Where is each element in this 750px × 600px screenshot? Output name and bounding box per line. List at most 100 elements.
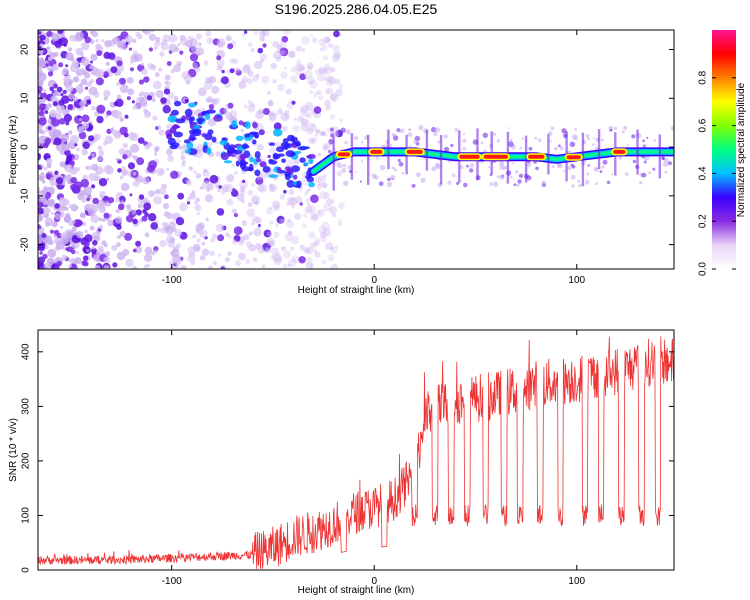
noise-speckle (592, 137, 595, 140)
noise-speckle (247, 202, 253, 208)
noise-speckle (341, 168, 347, 173)
noise-speckle (321, 182, 328, 189)
noise-speckle (272, 200, 281, 209)
noise-speckle (569, 141, 576, 148)
noise-speckle (94, 171, 99, 176)
noise-speckle (194, 204, 202, 212)
noise-speckle (197, 87, 207, 97)
transition-blob (239, 159, 247, 167)
noise-speckle (147, 164, 155, 173)
noise-speckle (38, 229, 43, 237)
noise-speckle (316, 72, 326, 82)
noise-speckle (273, 256, 282, 266)
noise-speckle (81, 197, 87, 203)
noise-speckle (260, 171, 269, 179)
noise-speckle (45, 158, 53, 165)
noise-speckle (158, 187, 167, 195)
noise-speckle (53, 229, 60, 236)
transition-blob (188, 148, 198, 156)
noise-speckle (305, 198, 310, 204)
transition-blob (188, 102, 197, 108)
noise-speckle (92, 31, 99, 38)
transition-blob (258, 129, 265, 136)
noise-speckle (299, 108, 308, 116)
noise-speckle (262, 30, 270, 37)
noise-speckle (149, 142, 153, 146)
noise-speckle (277, 83, 285, 92)
noise-speckle (258, 30, 266, 38)
noise-speckle (339, 118, 344, 123)
noise-speckle (160, 97, 167, 104)
noise-speckle (60, 225, 64, 229)
noise-speckle (83, 191, 88, 196)
noise-speckle (152, 115, 158, 121)
noise-speckle (288, 51, 296, 58)
noise-speckle (190, 260, 196, 266)
figure-title: S196.2025.286.04.05.E25 (275, 1, 438, 17)
noise-speckle (163, 88, 171, 95)
noise-speckle (280, 112, 290, 122)
noise-speckle (521, 137, 525, 140)
noise-speckle (98, 217, 102, 222)
noise-speckle (482, 132, 488, 138)
noise-speckle (243, 234, 250, 241)
noise-speckle (304, 205, 313, 214)
noise-speckle (526, 162, 532, 168)
noise-speckle (65, 247, 70, 251)
snr-x-label: Height of straight line (km) (298, 585, 415, 596)
noise-speckle (89, 225, 95, 231)
spectrogram-y-label: Frequency (Hz) (8, 116, 19, 185)
noise-speckle (225, 232, 230, 237)
noise-speckle (44, 262, 52, 269)
noise-speckle (268, 114, 277, 123)
noise-speckle (119, 230, 126, 238)
transition-blob (173, 100, 182, 107)
noise-speckle (492, 132, 497, 137)
transition-blob (252, 139, 257, 145)
noise-speckle (217, 253, 222, 257)
noise-speckle (47, 126, 52, 131)
noise-speckle (333, 30, 340, 38)
hot-segment (566, 155, 581, 160)
noise-speckle (398, 161, 404, 167)
noise-speckle (454, 127, 459, 132)
noise-speckle (516, 183, 520, 187)
noise-speckle (47, 199, 55, 207)
noise-speckle (38, 224, 42, 230)
noise-speckle (279, 47, 289, 57)
noise-speckle (667, 161, 672, 166)
noise-speckle (288, 50, 296, 58)
noise-speckle (574, 136, 578, 140)
noise-speckle (340, 127, 346, 133)
noise-speckle (38, 262, 42, 269)
noise-speckle (241, 33, 245, 37)
noise-speckle (233, 213, 238, 218)
noise-speckle (115, 216, 123, 224)
noise-speckle (278, 108, 283, 113)
noise-speckle (275, 223, 279, 228)
noise-speckle (216, 38, 226, 48)
noise-speckle (391, 133, 396, 137)
hot-segment (370, 149, 383, 154)
noise-speckle (587, 164, 590, 167)
noise-speckle (388, 143, 393, 148)
noise-speckle (247, 99, 253, 105)
noise-speckle (255, 110, 264, 120)
hot-segment (483, 154, 508, 159)
noise-speckle (331, 199, 335, 204)
noise-speckle (154, 40, 161, 47)
noise-speckle (489, 173, 492, 177)
noise-speckle (103, 256, 111, 264)
transition-blob (244, 133, 251, 138)
noise-speckle (507, 127, 510, 130)
noise-speckle (307, 204, 317, 214)
noise-speckle (344, 140, 348, 145)
y-tick-label: 0 (20, 144, 31, 150)
noise-speckle (300, 118, 308, 126)
noise-speckle (288, 99, 292, 102)
noise-speckle (212, 260, 217, 265)
noise-speckle (182, 144, 188, 151)
noise-speckle (70, 63, 79, 73)
noise-speckle (266, 231, 272, 237)
noise-speckle (97, 145, 103, 151)
